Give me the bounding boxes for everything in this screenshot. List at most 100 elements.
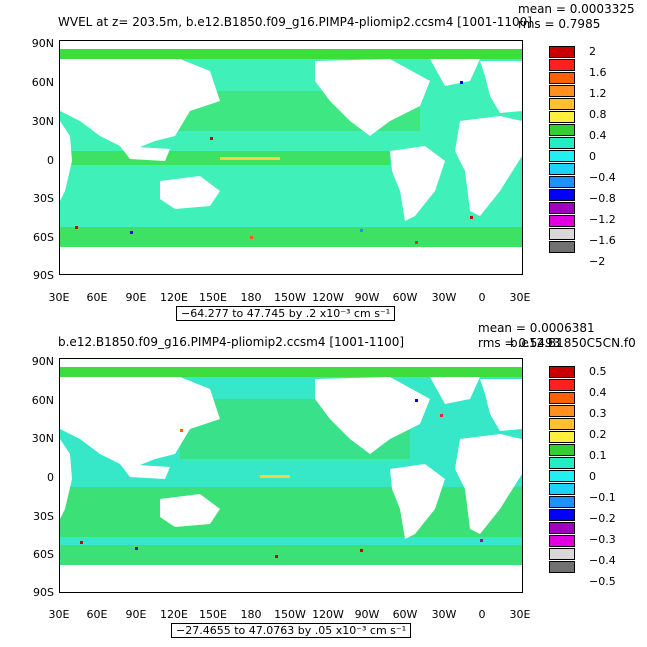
lon-label: 30E <box>48 291 70 304</box>
europe-land <box>480 61 522 113</box>
colorbar-box <box>549 241 575 253</box>
southern-band <box>60 545 522 565</box>
lon-label: 90E <box>125 291 147 304</box>
colorbar-label: −0.8 <box>589 192 616 205</box>
colorbar-box <box>549 59 575 71</box>
australia-land <box>160 494 220 527</box>
colorbar-label: −0.1 <box>589 491 616 504</box>
africa-land-wrap <box>60 439 72 519</box>
lon-label: 30W <box>431 291 457 304</box>
lon-label: 60W <box>392 291 418 304</box>
colorbar-box <box>549 228 575 240</box>
colorbar-label: −2 <box>589 255 606 268</box>
colorbar-box <box>549 457 575 469</box>
panel-1-mean: mean = 0.0003325 <box>518 2 635 16</box>
colorbar-box <box>549 470 575 482</box>
lon-label: 120E <box>160 291 188 304</box>
panel-2-title: b.e12.B1850.f09_g16.PIMP4-pliomip2.ccsm4… <box>58 335 405 349</box>
lon-label: 0 <box>478 291 486 304</box>
colorbar-label: −1.6 <box>589 234 616 247</box>
panel-2-subtitle-right: b.e12.B1850C5CN.f0 <box>510 336 636 350</box>
lon-label: 120W <box>312 608 344 621</box>
southern-positive <box>60 487 522 537</box>
colorbar-box <box>549 215 575 227</box>
lat-label: 30S <box>33 192 54 205</box>
colorbar-label: −0.4 <box>589 171 616 184</box>
arctic-band <box>60 49 522 59</box>
colorbar-box <box>549 561 575 573</box>
lat-label: 60N <box>31 76 54 89</box>
colorbar-box <box>549 176 575 188</box>
colorbar-label: 0.1 <box>589 449 607 462</box>
lon-label: 120E <box>160 608 188 621</box>
lat-label: 0 <box>47 471 54 484</box>
panel-2-map-svg <box>60 367 522 592</box>
lon-label: 0 <box>478 608 486 621</box>
colorbar-label: 0 <box>589 150 596 163</box>
lon-label: 30E <box>509 608 531 621</box>
africa-land <box>455 116 522 216</box>
lon-label: 150W <box>274 608 306 621</box>
indonesia-land <box>120 146 170 161</box>
colorbar-label: 0 <box>589 470 596 483</box>
colorbar-box <box>549 535 575 547</box>
lon-label: 60E <box>86 291 108 304</box>
colorbar-label: −0.3 <box>589 533 616 546</box>
lat-label: 60S <box>33 548 54 561</box>
colorbar-box <box>549 189 575 201</box>
panel-1-range-info: −64.277 to 47.745 by .2 x10⁻³ cm s⁻¹ <box>176 306 396 321</box>
colorbar-label: 2 <box>589 45 596 58</box>
panel-1-title: WVEL at z= 203.5m, b.e12.B1850.f09_g16.P… <box>58 15 532 29</box>
asia-land <box>60 377 220 469</box>
noise-speckles <box>80 399 483 558</box>
colorbar-box <box>549 111 575 123</box>
lat-label: 60S <box>33 231 54 244</box>
colorbar-label: 0.8 <box>589 108 607 121</box>
lon-label: 90W <box>354 608 380 621</box>
colorbar-label: 0.2 <box>589 428 607 441</box>
colorbar-label: 0.5 <box>589 365 607 378</box>
panel-1-map-svg <box>60 49 522 274</box>
lon-label: 90W <box>354 291 380 304</box>
europe-land <box>480 379 522 431</box>
colorbar-label: 0.4 <box>589 129 607 142</box>
lat-label: 0 <box>47 154 54 167</box>
colorbar-label: −0.2 <box>589 512 616 525</box>
colorbar-box <box>549 124 575 136</box>
panel-2-map <box>59 358 523 593</box>
lon-label: 90E <box>125 608 147 621</box>
antarctica-land <box>60 247 522 274</box>
colorbar-label: 0.4 <box>589 386 607 399</box>
panel-2-mean: mean = 0.0006381 <box>478 321 595 335</box>
greenland-land <box>430 59 480 86</box>
colorbar-label: −1.2 <box>589 213 616 226</box>
lat-label: 90N <box>31 355 54 368</box>
lat-label: 30N <box>31 115 54 128</box>
colorbar-box <box>549 379 575 391</box>
panel-1-map <box>59 40 523 275</box>
colorbar-box <box>549 444 575 456</box>
colorbar-box <box>549 366 575 378</box>
lat-label: 90S <box>33 586 54 599</box>
colorbar-box <box>549 431 575 443</box>
equator-band <box>220 157 280 160</box>
antarctica-land <box>60 565 522 592</box>
lon-label: 180 <box>240 291 262 304</box>
equator-band <box>260 475 290 478</box>
australia-land <box>160 176 220 209</box>
colorbar-box <box>549 418 575 430</box>
panel-2-rms: rms = 0.5493 <box>478 336 561 350</box>
lon-label: 30W <box>431 608 457 621</box>
north-america-land <box>315 377 430 454</box>
colorbar-box <box>549 509 575 521</box>
colorbar-box <box>549 46 575 58</box>
africa-land <box>455 434 522 534</box>
panel-2-range-info: −27.4655 to 47.0763 by .05 x10⁻³ cm s⁻¹ <box>171 623 412 638</box>
lon-label: 60W <box>392 608 418 621</box>
lat-label: 30N <box>31 432 54 445</box>
colorbar-box <box>549 150 575 162</box>
colorbar-box <box>549 72 575 84</box>
lon-label: 150W <box>274 291 306 304</box>
panel-1-rms: rms = 0.7985 <box>518 17 601 31</box>
lon-label: 150E <box>199 608 227 621</box>
